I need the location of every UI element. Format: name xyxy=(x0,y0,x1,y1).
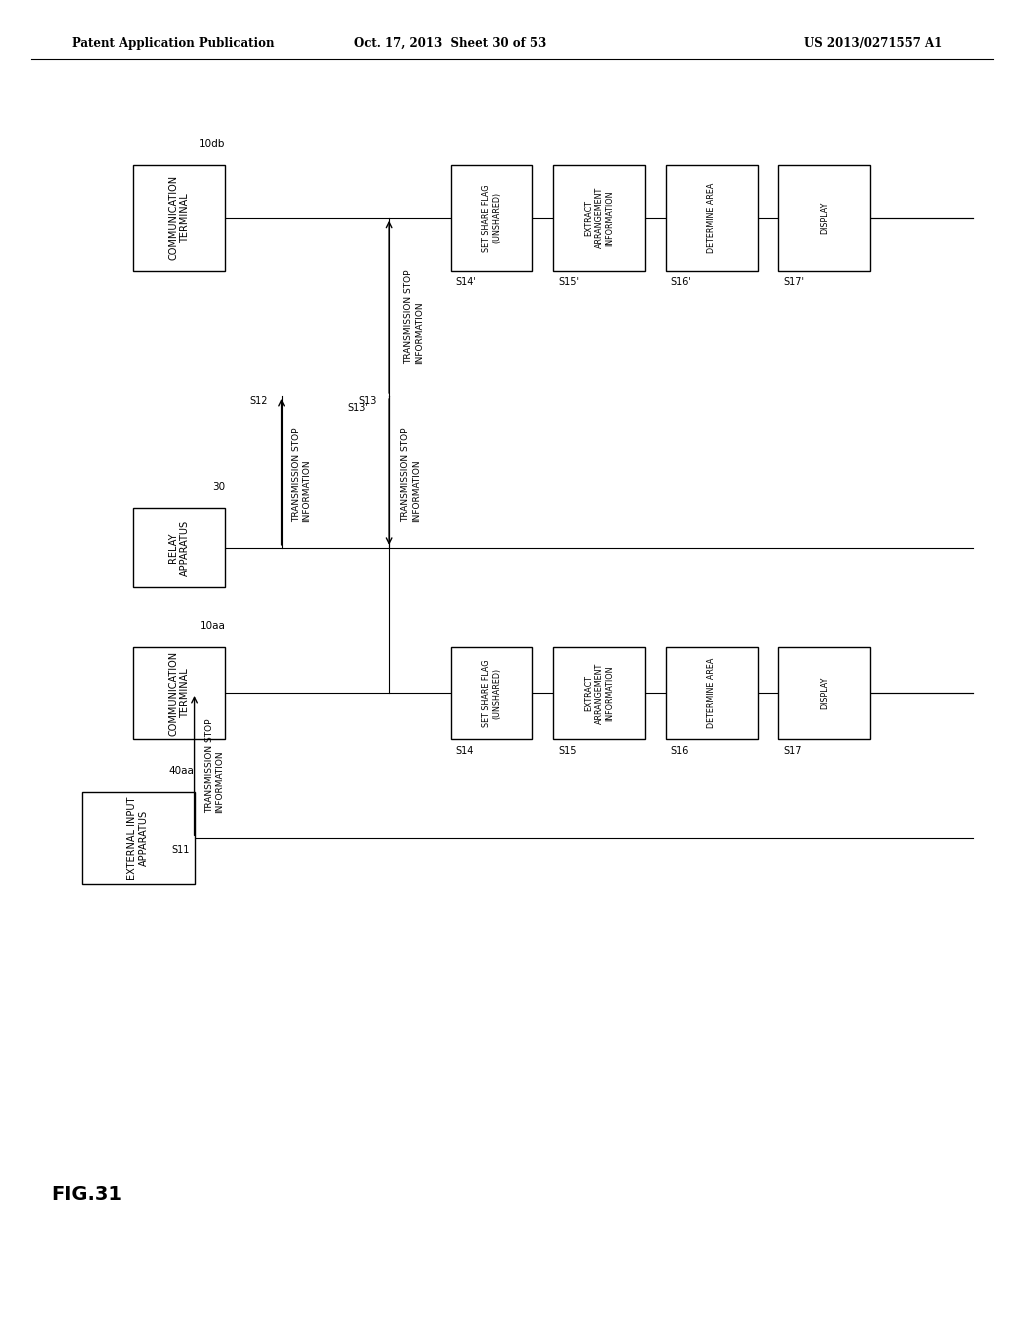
Text: 10db: 10db xyxy=(199,139,225,149)
Bar xyxy=(82,792,195,884)
Text: S13: S13 xyxy=(358,396,377,407)
Text: EXTERNAL INPUT
APPARATUS: EXTERNAL INPUT APPARATUS xyxy=(127,796,150,880)
Text: S17': S17' xyxy=(783,277,805,288)
Text: SET SHARE FLAG
(UNSHARED): SET SHARE FLAG (UNSHARED) xyxy=(482,183,501,252)
Text: COMMUNICATION
TERMINAL: COMMUNICATION TERMINAL xyxy=(168,651,190,735)
Text: S14: S14 xyxy=(456,746,474,756)
Text: TRANSMISSION STOP
INFORMATION: TRANSMISSION STOP INFORMATION xyxy=(205,718,224,813)
Text: DISPLAY: DISPLAY xyxy=(820,677,828,709)
Text: EXTRACT
ARRANGEMENT
INFORMATION: EXTRACT ARRANGEMENT INFORMATION xyxy=(584,187,614,248)
Bar xyxy=(133,165,225,271)
Text: S16: S16 xyxy=(671,746,689,756)
Text: TRANSMISSION STOP
INFORMATION: TRANSMISSION STOP INFORMATION xyxy=(401,428,421,523)
Text: Oct. 17, 2013  Sheet 30 of 53: Oct. 17, 2013 Sheet 30 of 53 xyxy=(354,37,547,50)
Bar xyxy=(666,647,758,739)
Text: EXTRACT
ARRANGEMENT
INFORMATION: EXTRACT ARRANGEMENT INFORMATION xyxy=(584,663,614,723)
Text: S13': S13' xyxy=(348,403,369,413)
Text: RELAY
APPARATUS: RELAY APPARATUS xyxy=(168,520,190,576)
Text: TRANSMISSION STOP
INFORMATION: TRANSMISSION STOP INFORMATION xyxy=(404,269,424,364)
Bar xyxy=(666,165,758,271)
Bar xyxy=(778,647,870,739)
Bar xyxy=(778,165,870,271)
Text: DETERMINE AREA: DETERMINE AREA xyxy=(708,182,716,253)
Text: S12: S12 xyxy=(250,396,268,407)
Text: Patent Application Publication: Patent Application Publication xyxy=(72,37,274,50)
Bar xyxy=(451,647,532,739)
Text: FIG.31: FIG.31 xyxy=(51,1185,122,1204)
Text: DETERMINE AREA: DETERMINE AREA xyxy=(708,657,716,729)
Text: S11: S11 xyxy=(171,845,189,855)
Bar xyxy=(553,165,645,271)
Text: S17: S17 xyxy=(783,746,802,756)
Text: 40aa: 40aa xyxy=(169,766,195,776)
Text: S16': S16' xyxy=(671,277,691,288)
Text: COMMUNICATION
TERMINAL: COMMUNICATION TERMINAL xyxy=(168,176,190,260)
Text: 30: 30 xyxy=(212,482,225,492)
Bar xyxy=(553,647,645,739)
Text: TRANSMISSION STOP
INFORMATION: TRANSMISSION STOP INFORMATION xyxy=(292,428,311,523)
Text: 10aa: 10aa xyxy=(200,620,225,631)
Text: S14': S14' xyxy=(456,277,476,288)
Text: US 2013/0271557 A1: US 2013/0271557 A1 xyxy=(804,37,942,50)
Bar xyxy=(451,165,532,271)
Bar xyxy=(133,647,225,739)
Text: S15: S15 xyxy=(558,746,577,756)
Text: SET SHARE FLAG
(UNSHARED): SET SHARE FLAG (UNSHARED) xyxy=(482,659,501,727)
Bar xyxy=(133,508,225,587)
Text: DISPLAY: DISPLAY xyxy=(820,202,828,234)
Text: S15': S15' xyxy=(558,277,580,288)
